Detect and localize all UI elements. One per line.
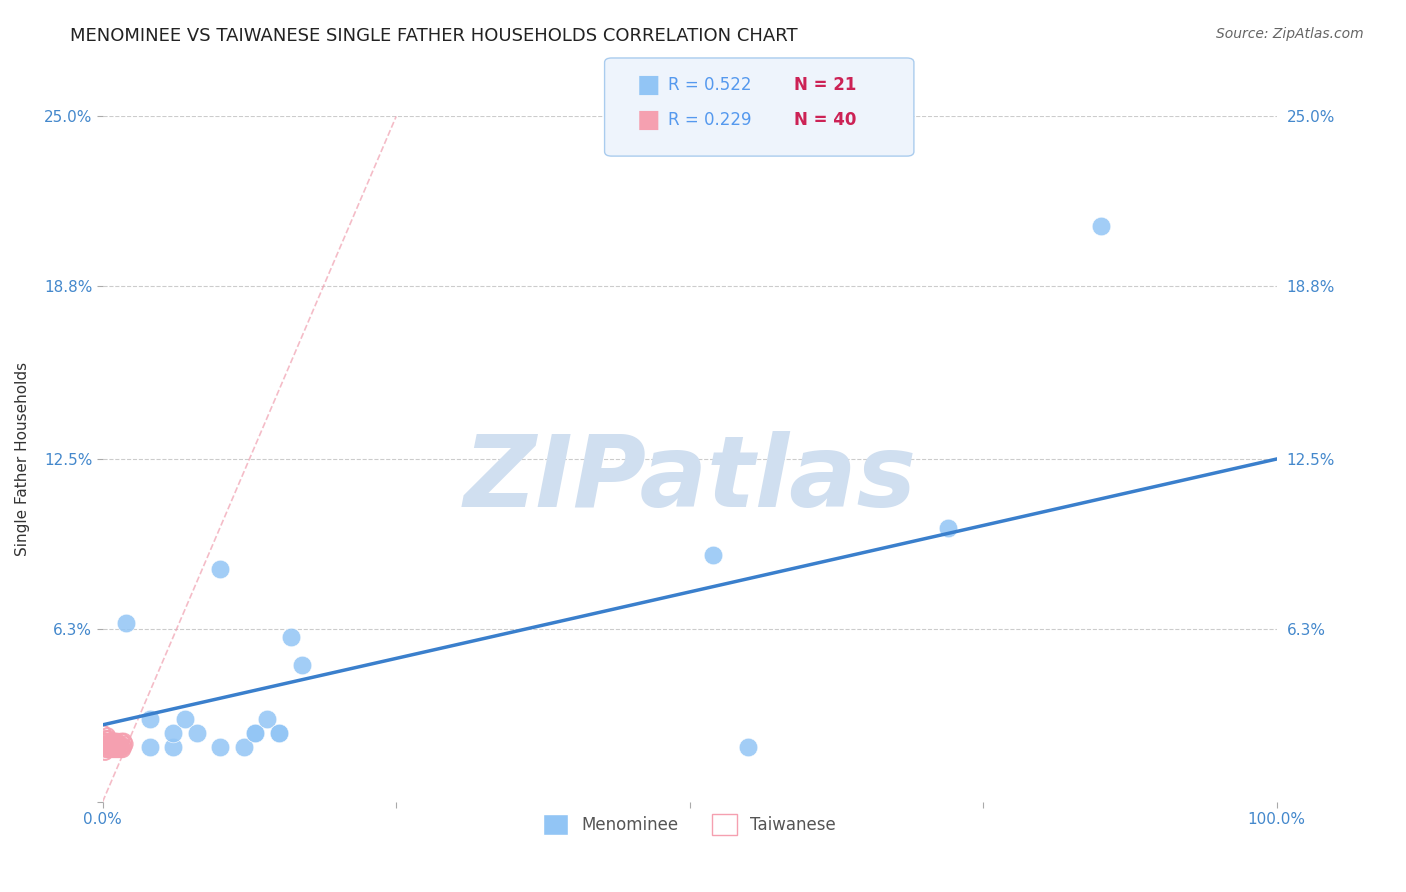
- Point: [93, 739, 115, 754]
- Point: [114, 737, 136, 751]
- Point: [108, 739, 131, 754]
- Point: [103, 734, 125, 748]
- Point: [101, 739, 124, 754]
- Point: [94, 745, 117, 759]
- Point: [105, 734, 128, 748]
- Point: [737, 739, 759, 754]
- Point: [96, 731, 118, 746]
- Point: [97, 742, 120, 756]
- Point: [107, 742, 129, 756]
- Point: [110, 739, 132, 754]
- Point: [245, 726, 267, 740]
- Point: [112, 734, 135, 748]
- Point: [107, 737, 129, 751]
- Point: [103, 737, 125, 751]
- Point: [209, 561, 232, 575]
- Point: [96, 729, 118, 743]
- Point: [96, 742, 118, 756]
- Point: [98, 734, 121, 748]
- Point: [104, 737, 127, 751]
- Point: [96, 734, 118, 748]
- Point: [104, 742, 127, 756]
- Point: [267, 726, 290, 740]
- Y-axis label: Single Father Households: Single Father Households: [15, 362, 30, 556]
- Point: [110, 742, 132, 756]
- Point: [111, 742, 134, 756]
- Point: [702, 548, 724, 562]
- Point: [209, 739, 232, 754]
- Point: [138, 712, 160, 726]
- Point: [186, 726, 208, 740]
- Text: N = 21: N = 21: [794, 76, 856, 94]
- Point: [103, 742, 125, 756]
- Point: [96, 737, 118, 751]
- Point: [1090, 219, 1112, 233]
- Point: [112, 739, 135, 754]
- Point: [101, 734, 124, 748]
- Text: ZIPatlas: ZIPatlas: [463, 431, 917, 528]
- Point: [138, 739, 160, 754]
- Text: R = 0.229: R = 0.229: [668, 112, 751, 129]
- Point: [103, 739, 125, 754]
- Point: [936, 520, 959, 534]
- Point: [94, 734, 117, 748]
- Point: [100, 742, 122, 756]
- Point: [162, 726, 184, 740]
- Point: [97, 731, 120, 746]
- Point: [91, 726, 114, 740]
- Text: N = 40: N = 40: [794, 112, 856, 129]
- Point: [100, 737, 122, 751]
- Text: ■: ■: [637, 109, 661, 132]
- Legend: Menominee, Taiwanese: Menominee, Taiwanese: [537, 807, 842, 841]
- Point: [115, 616, 138, 631]
- Point: [291, 657, 314, 672]
- Point: [256, 712, 278, 726]
- Point: [94, 739, 117, 754]
- Point: [97, 737, 120, 751]
- Text: ■: ■: [637, 73, 661, 96]
- Point: [96, 739, 118, 754]
- Point: [93, 734, 115, 748]
- Point: [105, 739, 128, 754]
- Text: Source: ZipAtlas.com: Source: ZipAtlas.com: [1216, 27, 1364, 41]
- Point: [267, 726, 290, 740]
- Point: [98, 739, 121, 754]
- Text: R = 0.522: R = 0.522: [668, 76, 751, 94]
- Point: [110, 734, 132, 748]
- Point: [162, 739, 184, 754]
- Point: [280, 630, 302, 644]
- Point: [173, 712, 195, 726]
- Point: [110, 737, 132, 751]
- Point: [245, 726, 267, 740]
- Point: [232, 739, 254, 754]
- Text: MENOMINEE VS TAIWANESE SINGLE FATHER HOUSEHOLDS CORRELATION CHART: MENOMINEE VS TAIWANESE SINGLE FATHER HOU…: [70, 27, 799, 45]
